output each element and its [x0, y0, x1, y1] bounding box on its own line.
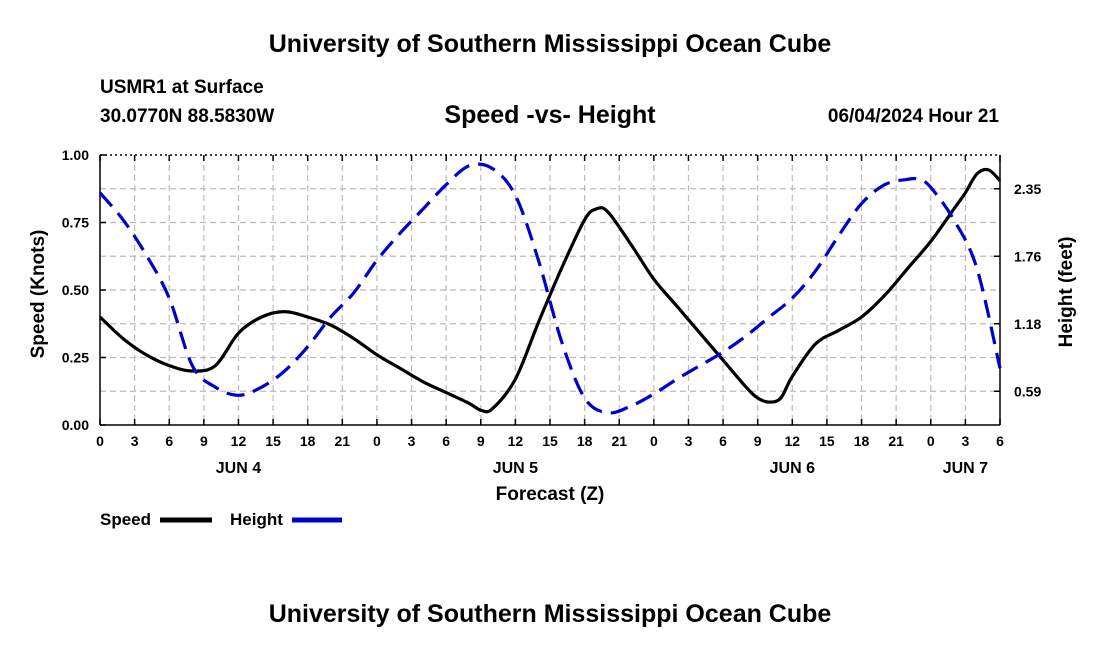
- station-label: USMR1 at Surface: [100, 77, 264, 98]
- legend-height-label: Height: [230, 510, 283, 529]
- x-tick-label: 3: [131, 433, 139, 449]
- x-tick-label: 6: [442, 433, 450, 449]
- speed-series-line: [98, 167, 1002, 414]
- y-tick-label: 0.50: [62, 282, 89, 298]
- x-tick-label: 12: [785, 433, 801, 449]
- x-tick-label: 12: [231, 433, 247, 449]
- datetime-label: 06/04/2024 Hour 21: [827, 106, 999, 127]
- y-tick-label: 1.00: [62, 147, 89, 163]
- label-layer: 0 3 6 9 12 15 18 21 0 3 6 9 12 15 18 21 0 3 6 9 12 15 18 21 0 3 6 0…: [28, 147, 1077, 505]
- x-tick-label: 6: [996, 433, 1004, 449]
- x-tick-label: 0: [96, 433, 104, 449]
- day-label: JUN 5: [493, 460, 538, 477]
- x-tick-label: 0: [650, 433, 658, 449]
- x-tick-label: 6: [719, 433, 727, 449]
- x-tick-label: 12: [508, 433, 524, 449]
- x-tick-label: 3: [408, 433, 416, 449]
- x-tick-label: 18: [577, 433, 593, 449]
- x-tick-label: 3: [685, 433, 693, 449]
- y2-tick-label: 1.18: [1014, 316, 1041, 332]
- x-tick-label: 9: [477, 433, 485, 449]
- y2-axis-title: Height (feet): [1056, 237, 1077, 348]
- day-label: JUN 7: [943, 460, 988, 477]
- x-tick-label: 15: [265, 433, 281, 449]
- footer-title: University of Southern Mississippi Ocean…: [268, 600, 832, 628]
- x-tick-label: 15: [819, 433, 835, 449]
- x-tick-label: 21: [888, 433, 904, 449]
- x-tick-label: 3: [961, 433, 969, 449]
- x-tick-label: 18: [300, 433, 316, 449]
- day-label: JUN 6: [770, 460, 815, 477]
- x-tick-label: 15: [542, 433, 558, 449]
- legend-speed-label: Speed: [100, 510, 151, 529]
- x-tick-label: 21: [335, 433, 351, 449]
- chart-subtitle: Speed -vs- Height: [444, 101, 656, 129]
- x-tick-label: 9: [200, 433, 208, 449]
- x-axis-title: Forecast (Z): [496, 484, 605, 505]
- x-tick-label: 0: [927, 433, 935, 449]
- x-tick-label: 21: [611, 433, 627, 449]
- day-label: JUN 4: [216, 460, 261, 477]
- axis-layer: [99, 154, 1001, 426]
- y2-tick-label: 1.76: [1014, 248, 1041, 264]
- coordinates-label: 30.0770N 88.5830W: [100, 106, 275, 127]
- y-tick-label: 0.00: [62, 417, 89, 433]
- x-tick-label: 6: [165, 433, 173, 449]
- y-axis-title: Speed (Knots): [28, 230, 49, 359]
- grid-layer: [100, 155, 1000, 425]
- x-tick-label: 18: [854, 433, 870, 449]
- y-tick-label: 0.25: [62, 350, 89, 366]
- y2-tick-label: 2.35: [1014, 181, 1041, 197]
- speed-height-chart: 0 3 6 9 12 15 18 21 0 3 6 9 12 15 18 21 0 3 6 9 12 15 18 21 0 3 6 0…: [28, 147, 1077, 529]
- x-tick-label: 0: [373, 433, 381, 449]
- legend: Speed Height: [100, 510, 342, 529]
- main-title: University of Southern Mississippi Ocean…: [268, 30, 832, 58]
- height-series-line: [98, 162, 1002, 415]
- series-layer: [98, 162, 1002, 415]
- x-tick-label: 9: [754, 433, 762, 449]
- y2-tick-label: 0.59: [1014, 383, 1041, 399]
- y-tick-label: 0.75: [62, 215, 89, 231]
